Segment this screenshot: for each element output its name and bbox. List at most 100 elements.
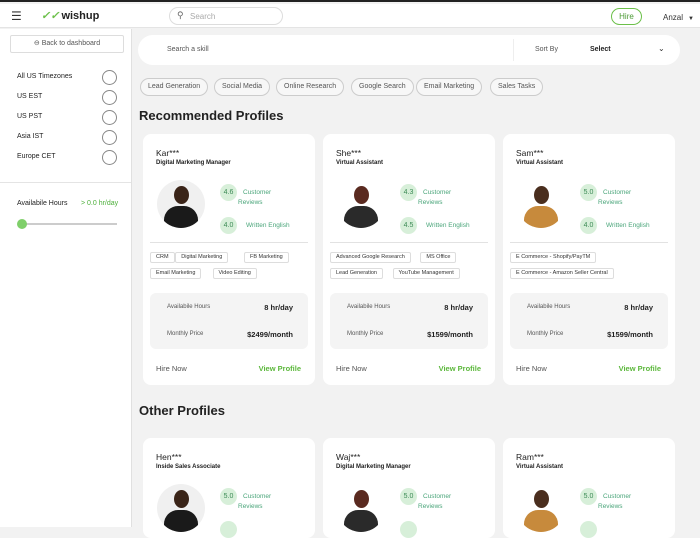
written-english-label: Written English [606,222,650,229]
reviews-label: Reviews [418,199,443,206]
avatar-head [354,186,369,204]
profile-role: Digital Marketing Manager [156,160,231,166]
skill-tag: Email Marketing [150,268,202,279]
avatar-body [524,510,558,532]
view-profile-link[interactable]: View Profile [618,364,661,373]
avatar-body [164,510,198,532]
back-to-dashboard-button[interactable]: ⊖ Back to dashboard [10,35,124,53]
avatar-body [344,206,378,228]
hours-label: Availabile Hours [527,304,571,310]
timezone-radio[interactable] [102,70,117,85]
english-badge: 4.5 [400,217,417,234]
customer-label: Customer [603,189,632,196]
back-label: Back to dashboard [41,40,101,47]
hours-slider-track[interactable] [20,223,117,225]
profile-role: Virtual Assistant [516,464,564,470]
hours-value: 8 hr/day [264,303,293,312]
skill-tag: Advanced Google Research [330,252,411,263]
timezone-radio[interactable] [102,130,117,145]
skill-tag: E Commerce - Amazon Seller Central [510,268,614,279]
avatar-body [164,206,198,228]
skill-chip[interactable]: Email Marketing [416,78,483,96]
skill-tag: Video Editing [212,268,257,279]
skill-chip[interactable]: Sales Tasks [490,78,544,96]
skill-tag: MS Office [420,252,457,263]
hamburger-icon[interactable]: ☰ [11,9,22,23]
rating-badge: 5.0 [580,184,597,201]
profile-role: Digital Marketing Manager [336,464,411,470]
skill-tag: CRM [150,252,175,263]
hire-button[interactable]: Hire [611,8,642,25]
customer-label: Customer [243,189,272,196]
rating-badge: 5.0 [220,488,237,505]
profile-card: Hen*** Inside Sales Associate 5.0 Customer R… [143,438,315,538]
rating-badge: 4.6 [220,184,237,201]
avatar-head [534,186,549,204]
sidebar: ⊖ Back to dashboard All US Timezones US E… [0,29,132,527]
divider [510,242,668,243]
logo[interactable]: ✓✓ wishup [41,10,100,22]
skill-chip[interactable]: Lead Generation [140,78,209,96]
view-profile-link[interactable]: View Profile [258,364,301,373]
back-icon: ⊖ [33,40,42,47]
english-badge: 4.0 [220,217,237,234]
skill-tag: YouTube Management [392,268,460,279]
customer-label: Customer [423,189,452,196]
profile-name: Waj*** [336,452,361,462]
avatar [517,180,565,228]
reviews-label: Reviews [598,503,623,510]
customer-label: Customer [603,493,632,500]
global-search-input[interactable]: ⚲ Search [169,7,283,25]
sort-select[interactable]: Select [590,46,611,53]
customer-label: Customer [423,493,452,500]
sort-by-label: Sort By [535,46,558,53]
profile-card: Ram*** Virtual Assistant 5.0 Customer Review… [503,438,675,538]
skill-search-input[interactable]: Search a skill [167,46,209,53]
hours-slider-handle[interactable] [17,219,27,229]
logo-check-icon: ✓✓ [41,10,60,22]
avatar [337,180,385,228]
reviews-label: Reviews [598,199,623,206]
hire-now-button[interactable]: Hire Now [336,364,367,373]
skill-tag: Digital Marketing [175,252,229,263]
avatar-head [174,186,189,204]
skill-tag: E Commerce - Shopify/PayTM [510,252,597,263]
pricing-box: Availabile Hours 8 hr/day Monthly Price $15… [330,293,488,349]
skill-chip[interactable]: Google Search [351,78,414,96]
rating-badge: 4.3 [400,184,417,201]
view-profile-link[interactable]: View Profile [438,364,481,373]
hire-now-button[interactable]: Hire Now [516,364,547,373]
skill-search-bar: Search a skill Sort By Select ⌄ [138,35,680,65]
price-value: $1599/month [427,330,473,339]
caret-down-icon: ▼ [688,16,694,22]
top-bar: ☰ ✓✓ wishup ⚲ Search Hire Anzal ▼ [0,4,700,28]
skill-tag: FB Marketing [244,252,289,263]
english-badge: 4.0 [580,217,597,234]
recommended-heading: Recommended Profiles [139,108,284,123]
skill-chip[interactable]: Social Media [214,78,271,96]
timezone-radio[interactable] [102,150,117,165]
profile-name: Sam*** [516,148,544,158]
user-menu[interactable]: Anzal ▼ [663,13,694,22]
timezone-radio[interactable] [102,90,117,105]
profile-card: Sam*** Virtual Assistant 5.0 Customer Review… [503,134,675,385]
avatar-head [174,490,189,508]
skill-chip[interactable]: Online Research [276,78,345,96]
pricing-box: Availabile Hours 8 hr/day Monthly Price $24… [150,293,308,349]
hire-now-button[interactable]: Hire Now [156,364,187,373]
chevron-down-icon[interactable]: ⌄ [658,44,665,53]
avatar [517,484,565,532]
english-badge [220,521,237,538]
divider [150,242,308,243]
english-badge [580,521,597,538]
divider [0,182,131,183]
search-placeholder: Search [190,12,216,21]
rating-badge: 5.0 [580,488,597,505]
avatar-body [524,206,558,228]
profile-card: Waj*** Digital Marketing Manager 5.0 Custom… [323,438,495,538]
timezone-radio[interactable] [102,110,117,125]
profile-name: Ram*** [516,452,544,462]
timezone-label: US EST [17,93,43,100]
price-value: $1599/month [607,330,653,339]
avatar [157,180,205,228]
